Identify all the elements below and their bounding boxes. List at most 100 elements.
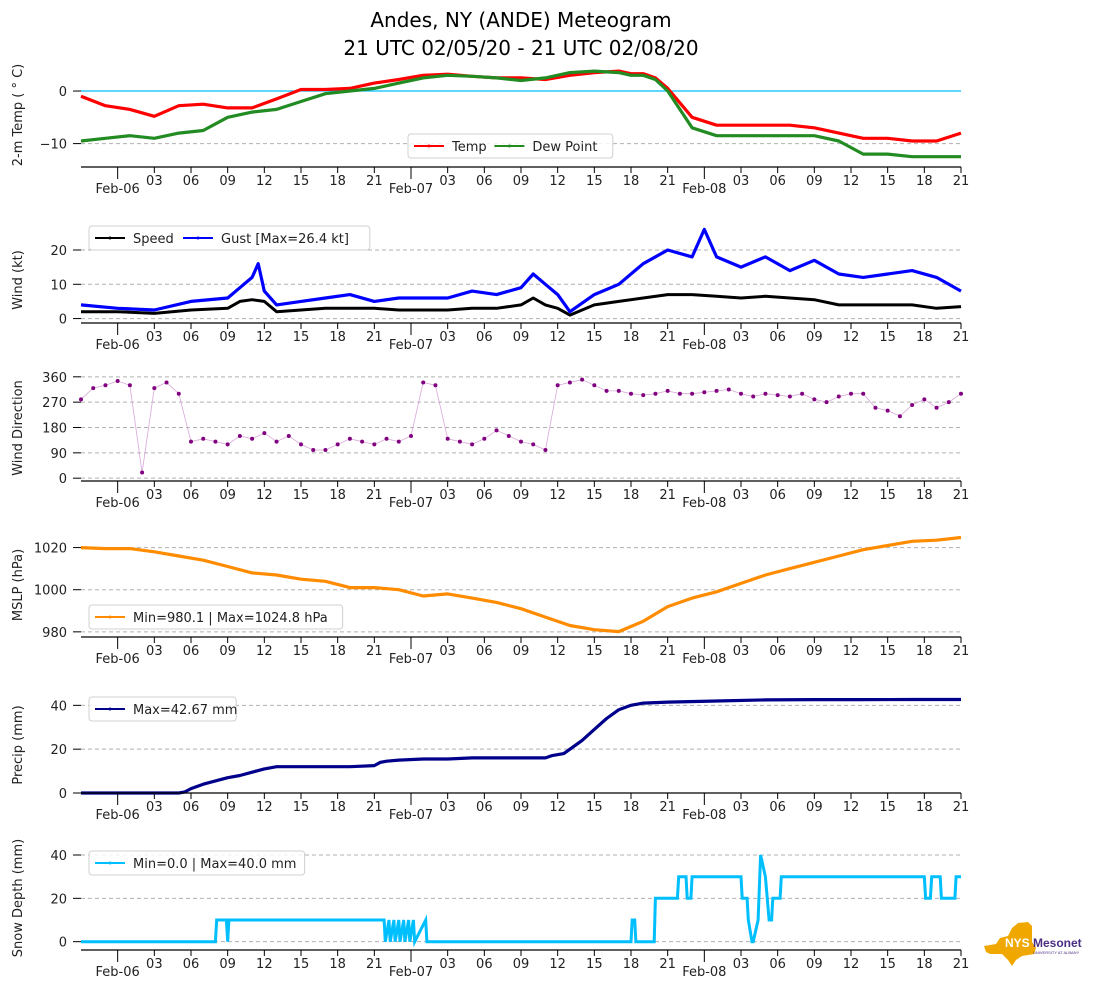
xtick-label-precip: 18 (916, 800, 933, 815)
logo-sub-text: UNIVERSITY AT ALBANY (1033, 950, 1080, 955)
xtick-label-mslp: 03 (146, 644, 163, 659)
data-point-direction (433, 383, 438, 388)
xtick-label-precip: 09 (513, 800, 530, 815)
data-point-direction (494, 428, 499, 433)
xtick-label-wind: 06 (769, 330, 786, 345)
xtick-label-mslp: 18 (623, 644, 640, 659)
xtick-label-temp: 03 (146, 174, 163, 189)
data-point-direction (580, 377, 585, 382)
xtick-label-snow: 06 (769, 957, 786, 972)
ytick-label-direction: 180 (42, 422, 67, 437)
ytick-label-wind: 20 (50, 244, 67, 259)
data-point-direction (299, 442, 303, 447)
xtick-label-mslp: 21 (953, 644, 970, 659)
data-point-direction (787, 394, 792, 399)
xtick-label-wind: 18 (329, 330, 346, 345)
xtick-label-direction: Feb-06 (96, 496, 140, 511)
xtick-label-mslp: 03 (439, 644, 456, 659)
ylabel-precip: Precip (mm) (11, 705, 26, 784)
xtick-label-snow: 21 (659, 957, 676, 972)
xtick-label-wind: 21 (659, 330, 676, 345)
xtick-label-precip: 03 (733, 800, 750, 815)
xtick-label-snow: 09 (219, 957, 236, 972)
xtick-label-wind: 09 (806, 330, 823, 345)
xtick-label-precip: 06 (183, 800, 200, 815)
xtick-label-mslp: 06 (769, 644, 786, 659)
data-point-direction (592, 383, 597, 388)
xtick-label-mslp: 12 (549, 644, 566, 659)
xtick-label-temp: 03 (733, 174, 750, 189)
legend-label-wind: Gust [Max=26.4 kt] (221, 232, 349, 247)
xtick-label-temp: 09 (806, 174, 823, 189)
data-point-direction (372, 442, 377, 447)
xtick-label-direction: 03 (146, 488, 163, 503)
ytick-label-wind: 0 (59, 313, 67, 328)
xtick-label-precip: Feb-08 (682, 808, 726, 823)
ytick-label-mslp: 1020 (34, 542, 67, 557)
xtick-label-direction: 03 (733, 488, 750, 503)
xtick-label-mslp: Feb-07 (389, 652, 433, 667)
data-point-direction (555, 383, 560, 388)
xtick-label-wind: Feb-07 (389, 338, 433, 353)
legend-marker-temp (507, 144, 511, 148)
panel-wind: 0 10 20 Wind (kt) Feb-06 03 06 09 12 15 18 21 Feb-07… (11, 225, 970, 353)
data-point-direction (176, 391, 181, 396)
xtick-label-snow: Feb-08 (682, 965, 726, 980)
data-point-direction (641, 393, 646, 398)
xtick-label-direction: 15 (293, 488, 310, 503)
legend-label-snow: Min=0.0 | Max=40.0 mm (133, 857, 296, 872)
xtick-label-temp: 18 (329, 174, 346, 189)
ytick-label-temp: −10 (40, 138, 67, 153)
xtick-label-direction: 18 (916, 488, 933, 503)
xtick-label-temp: 21 (953, 174, 970, 189)
xtick-label-temp: 12 (843, 174, 860, 189)
xtick-label-direction: Feb-07 (389, 496, 433, 511)
xtick-label-wind: 06 (183, 330, 200, 345)
xtick-label-precip: 21 (953, 800, 970, 815)
legend-box-snow (88, 850, 306, 876)
data-point-direction (922, 397, 927, 402)
xtick-label-wind: Feb-06 (96, 338, 140, 353)
legend-temp: Temp Dew Point (407, 133, 614, 159)
xtick-label-direction: 15 (586, 488, 603, 503)
xtick-label-precip: 21 (366, 800, 383, 815)
xtick-label-wind: 06 (476, 330, 493, 345)
xtick-label-wind: 21 (953, 330, 970, 345)
xtick-label-direction: 21 (659, 488, 676, 503)
xtick-label-temp: Feb-08 (682, 182, 726, 197)
data-point-direction (677, 391, 682, 396)
xtick-label-wind: 12 (843, 330, 860, 345)
xtick-label-precip: 15 (293, 800, 310, 815)
data-point-direction (482, 436, 487, 441)
xtick-label-mslp: 15 (293, 644, 310, 659)
ytick-label-direction: 0 (59, 472, 67, 487)
legend-marker-snow (108, 861, 112, 865)
data-point-direction (812, 397, 817, 402)
xtick-label-mslp: 06 (183, 644, 200, 659)
xtick-label-precip: 03 (439, 800, 456, 815)
xtick-label-temp: 03 (439, 174, 456, 189)
xtick-label-mslp: 15 (879, 644, 896, 659)
xtick-label-mslp: 03 (733, 644, 750, 659)
ylabel-direction: Wind Direction (11, 380, 26, 476)
xtick-label-wind: 03 (733, 330, 750, 345)
series-line-snow-0 (81, 854, 961, 948)
series-line-precip-0 (81, 697, 961, 795)
xtick-label-snow: 18 (623, 957, 640, 972)
xtick-label-mslp: 09 (513, 644, 530, 659)
nys-mesonet-logo: NYS Mesonet UNIVERSITY AT ALBANY (982, 920, 1086, 968)
xtick-label-temp: 18 (623, 174, 640, 189)
data-point-direction (213, 439, 218, 444)
panel-mslp: 980 1000 1020 MSLP (hPa) Feb-06 03 06 09 12 15 18 2… (11, 535, 970, 667)
xtick-label-wind: 03 (439, 330, 456, 345)
data-point-direction (690, 391, 695, 396)
xtick-label-snow: 03 (439, 957, 456, 972)
xtick-label-precip: 06 (769, 800, 786, 815)
data-point-direction (873, 405, 878, 410)
xtick-label-wind: 12 (256, 330, 273, 345)
data-point-direction (225, 442, 230, 447)
xtick-label-direction: 12 (256, 488, 273, 503)
data-point-direction (335, 442, 340, 447)
xtick-label-wind: 21 (366, 330, 383, 345)
data-point-direction (274, 439, 279, 444)
